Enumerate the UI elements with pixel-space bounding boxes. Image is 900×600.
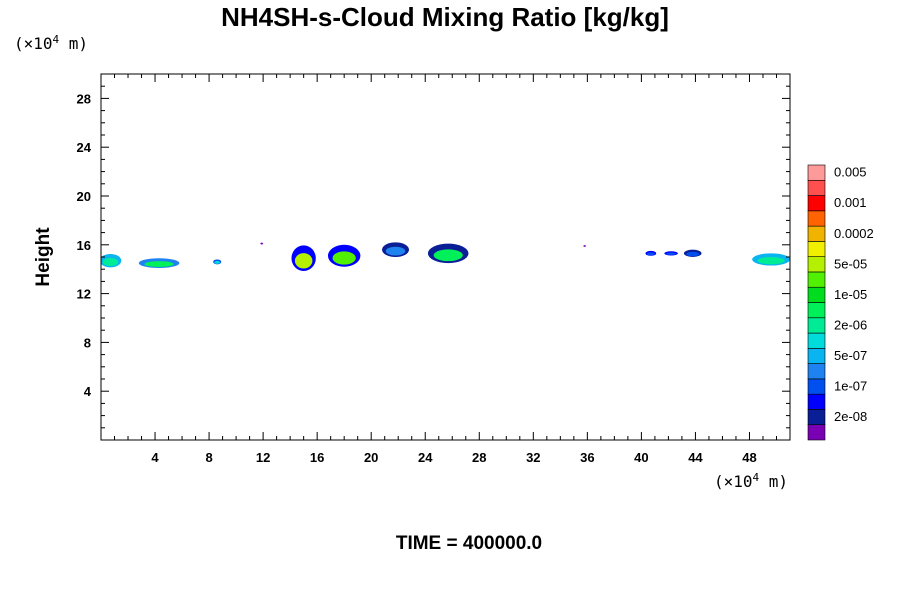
cloud-patch-outer (260, 242, 264, 245)
colorbar-segment (807, 409, 826, 426)
colorbar-segment (807, 317, 826, 334)
x-tick-label: 32 (526, 450, 540, 465)
y-tick-label: 16 (77, 238, 91, 253)
cloud-patch (427, 243, 469, 264)
y-tick-label: 8 (84, 335, 91, 350)
cloud-patch (327, 244, 361, 267)
cloud-patch-core (686, 251, 700, 257)
y-axis-label: Height (33, 227, 54, 287)
cloud-patch-core (144, 261, 174, 268)
colorbar-segment (807, 256, 826, 273)
colorbar-label: 0.001 (834, 195, 867, 210)
colorbar-segment (807, 378, 826, 395)
colorbar-label: 0.0002 (834, 226, 874, 241)
x-tick-label: 24 (418, 450, 433, 465)
cloud-patch-core (385, 246, 406, 256)
colorbar-label: 2e-08 (834, 409, 867, 424)
colorbar-segment (807, 424, 826, 441)
x-tick-label: 20 (364, 450, 378, 465)
colorbar-label: 1e-05 (834, 287, 867, 302)
cloud-patch (138, 258, 180, 268)
cloud-patch-core (332, 251, 356, 265)
cloud-patch (291, 245, 316, 272)
plot-frame (100, 73, 791, 441)
cloud-patch-core (294, 253, 313, 269)
chart-title: NH4SH-s-Cloud Mixing Ratio [kg/kg] (221, 2, 669, 32)
colorbar: 2e-08 1e-07 5e-07 2e-06 1e-05 5e-05 0.0002 0.00… (807, 164, 874, 441)
cloud-patch (213, 259, 222, 265)
colorbar-label: 0.005 (834, 165, 867, 180)
cloud-patch-core (646, 252, 655, 256)
colorbar-segment (807, 271, 826, 288)
y-tick-label: 12 (77, 287, 91, 302)
y-unit-suffix: m) (59, 34, 88, 53)
y-axis-unit: (×104 m) (14, 33, 88, 53)
y-tick-label: 20 (77, 189, 91, 204)
cloud-patch (752, 253, 790, 266)
cloud-patch (101, 253, 122, 268)
colorbar-label: 1e-07 (834, 379, 867, 394)
x-tick-label: 40 (634, 450, 648, 465)
colorbar-segment (807, 179, 826, 196)
time-label: TIME = 400000.0 (396, 533, 542, 554)
y-tick-label: 28 (77, 91, 91, 106)
colorbar-segment (807, 210, 826, 227)
colorbar-label: 5e-07 (834, 348, 867, 363)
colorbar-segment (807, 302, 826, 319)
cloud-patch-outer (583, 245, 587, 247)
y-tick-label: 24 (77, 140, 92, 155)
x-tick-label: 36 (580, 450, 594, 465)
colorbar-segment (807, 393, 826, 410)
colorbar-segment (807, 195, 826, 212)
x-unit-prefix: (×10 (714, 472, 753, 491)
colorbar-segment (807, 348, 826, 364)
cloud-patch (664, 251, 678, 256)
colorbar-label: 2e-06 (834, 317, 867, 332)
cloud-patch (382, 242, 410, 257)
x-tick-label: 28 (472, 450, 486, 465)
x-tick-label: 12 (256, 450, 270, 465)
cloud-data-layer (101, 242, 790, 272)
cloud-patch-core (666, 252, 676, 256)
x-tick-label: 16 (310, 450, 324, 465)
x-unit-suffix: m) (759, 472, 788, 491)
cloud-patch (260, 242, 264, 245)
y-tick-label: 4 (84, 384, 92, 399)
y-unit-exponent: 4 (53, 33, 60, 46)
x-unit-exponent: 4 (753, 471, 760, 484)
cloud-patch (683, 249, 702, 257)
colorbar-segment (807, 363, 826, 380)
x-tick-label: 44 (688, 450, 703, 465)
colorbar-segment (807, 286, 826, 303)
colorbar-segment (807, 241, 826, 257)
cloud-patch-core (757, 257, 785, 265)
cloud-patch-core (102, 257, 119, 267)
cloud-patch-core (214, 260, 221, 264)
x-tick-label: 8 (205, 450, 212, 465)
cloud-patch (645, 250, 657, 256)
y-unit-prefix: (×10 (14, 34, 53, 53)
colorbar-segment (807, 225, 826, 242)
x-tick-label: 48 (742, 450, 756, 465)
colorbar-segment (807, 332, 826, 349)
cloud-patch (583, 245, 587, 247)
colorbar-segment (807, 164, 826, 181)
x-axis-unit: (×104 m) (714, 471, 788, 491)
cloud-patch-core (433, 249, 463, 262)
x-tick-label: 4 (151, 450, 159, 465)
colorbar-label: 5e-05 (834, 256, 867, 271)
